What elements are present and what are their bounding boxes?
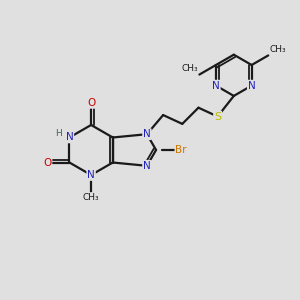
Text: N: N	[143, 129, 151, 139]
Text: N: N	[248, 81, 256, 91]
Text: CH₃: CH₃	[83, 193, 99, 202]
Text: O: O	[43, 158, 52, 167]
Text: CH₃: CH₃	[270, 45, 286, 54]
Text: N: N	[143, 161, 151, 171]
Text: S: S	[214, 112, 221, 122]
Text: CH₃: CH₃	[181, 64, 198, 73]
Text: O: O	[87, 98, 95, 108]
Text: H: H	[55, 130, 62, 139]
Text: N: N	[66, 133, 73, 142]
Text: Br: Br	[175, 145, 187, 155]
Text: N: N	[212, 81, 220, 91]
Text: N: N	[87, 170, 95, 180]
